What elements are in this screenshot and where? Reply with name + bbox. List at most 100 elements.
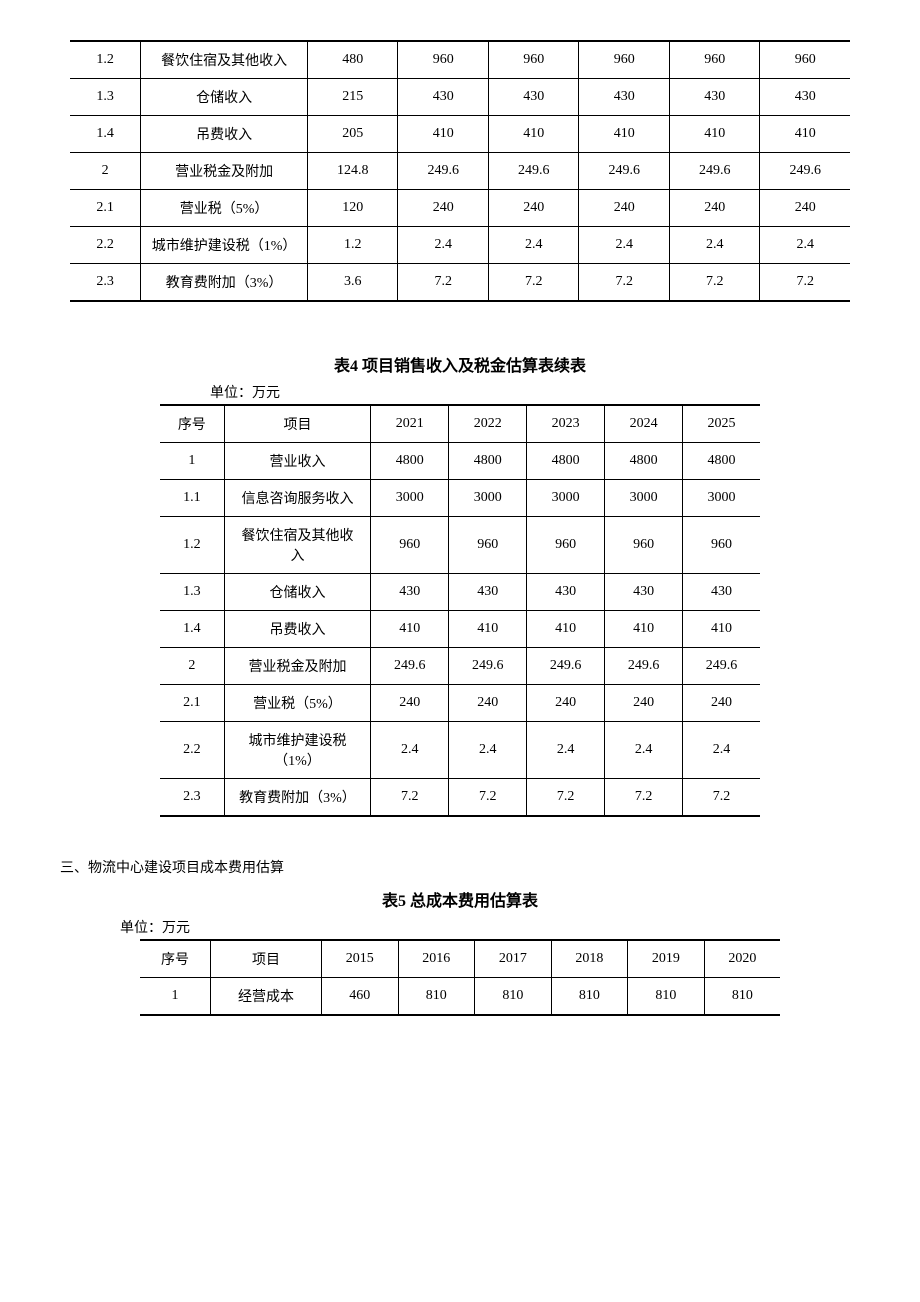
table-1-body: 1.2 餐饮住宿及其他收入 480 960 960 960 960 960 1.…	[70, 41, 850, 301]
cell: 营业收入	[224, 443, 371, 480]
cell: 7.2	[605, 779, 683, 817]
cell: 430	[398, 79, 489, 116]
cell: 249.6	[605, 648, 683, 685]
cell: 240	[669, 190, 760, 227]
header-cell: 2019	[628, 940, 705, 978]
cell: 3000	[605, 480, 683, 517]
cell: 410	[683, 611, 760, 648]
cell: 7.2	[527, 779, 605, 817]
table-row: 1.4 吊费收入 205 410 410 410 410 410	[70, 116, 850, 153]
header-cell: 序号	[160, 405, 224, 443]
cell: 7.2	[683, 779, 760, 817]
cell: 城市维护建设税（1%）	[224, 722, 371, 779]
table-3-caption: 表5 总成本费用估算表	[60, 887, 860, 911]
header-cell: 2022	[449, 405, 527, 443]
cell: 240	[605, 685, 683, 722]
cell: 营业税（5%）	[224, 685, 371, 722]
cell: 410	[579, 116, 670, 153]
cell: 4800	[449, 443, 527, 480]
table-row: 1.2 餐饮住宿及其他收入 960 960 960 960 960	[160, 517, 760, 574]
header-cell: 2025	[683, 405, 760, 443]
cell: 430	[527, 574, 605, 611]
table-row: 1.2 餐饮住宿及其他收入 480 960 960 960 960 960	[70, 41, 850, 79]
cell: 4800	[371, 443, 449, 480]
cell: 410	[449, 611, 527, 648]
cell: 2.2	[70, 227, 141, 264]
cell: 4800	[527, 443, 605, 480]
cell: 249.6	[683, 648, 760, 685]
cell: 城市维护建设税（1%）	[141, 227, 308, 264]
cell: 营业税（5%）	[141, 190, 308, 227]
table-row: 1.3 仓储收入 430 430 430 430 430	[160, 574, 760, 611]
cell: 仓储收入	[141, 79, 308, 116]
header-cell: 2017	[475, 940, 552, 978]
cell: 2.4	[605, 722, 683, 779]
cell: 430	[371, 574, 449, 611]
cell: 249.6	[527, 648, 605, 685]
cell: 810	[704, 978, 780, 1016]
cell: 2.3	[70, 264, 141, 302]
cell: 410	[488, 116, 579, 153]
cell: 2.4	[579, 227, 670, 264]
cell: 4800	[605, 443, 683, 480]
cell: 1.2	[70, 41, 141, 79]
header-cell: 2020	[704, 940, 780, 978]
cell: 240	[371, 685, 449, 722]
cell: 249.6	[579, 153, 670, 190]
cell: 810	[398, 978, 475, 1016]
table-row: 2.1 营业税（5%） 120 240 240 240 240 240	[70, 190, 850, 227]
cell: 1.1	[160, 480, 224, 517]
cell: 营业税金及附加	[224, 648, 371, 685]
cell: 吊费收入	[224, 611, 371, 648]
cell: 410	[669, 116, 760, 153]
cell: 2.4	[669, 227, 760, 264]
table-header-row: 序号 项目 2015 2016 2017 2018 2019 2020	[140, 940, 780, 978]
header-cell: 2021	[371, 405, 449, 443]
cell: 960	[760, 41, 850, 79]
cell: 410	[760, 116, 850, 153]
cell: 960	[669, 41, 760, 79]
cell: 3000	[683, 480, 760, 517]
table-row: 2.1 营业税（5%） 240 240 240 240 240	[160, 685, 760, 722]
cell: 7.2	[669, 264, 760, 302]
cell: 7.2	[488, 264, 579, 302]
cell: 2.4	[527, 722, 605, 779]
cell: 1.3	[70, 79, 141, 116]
section-3-heading: 三、物流中心建设项目成本费用估算	[60, 857, 860, 877]
table-2: 序号 项目 2021 2022 2023 2024 2025 1 营业收入 48…	[160, 404, 760, 817]
cell: 3000	[449, 480, 527, 517]
cell: 7.2	[449, 779, 527, 817]
cell: 430	[488, 79, 579, 116]
cell: 430	[605, 574, 683, 611]
cell: 3000	[527, 480, 605, 517]
cell: 2	[160, 648, 224, 685]
cell: 1	[160, 443, 224, 480]
header-cell: 2015	[322, 940, 399, 978]
cell: 2.4	[683, 722, 760, 779]
header-cell: 2018	[551, 940, 628, 978]
table-3-unit: 单位：万元	[120, 917, 860, 937]
header-cell: 2016	[398, 940, 475, 978]
table-row: 2.3 教育费附加（3%） 7.2 7.2 7.2 7.2 7.2	[160, 779, 760, 817]
cell: 2.4	[449, 722, 527, 779]
header-cell: 项目	[224, 405, 371, 443]
cell: 249.6	[669, 153, 760, 190]
cell: 2.4	[760, 227, 850, 264]
header-cell: 2023	[527, 405, 605, 443]
cell: 249.6	[488, 153, 579, 190]
cell: 120	[307, 190, 398, 227]
cell: 1.4	[160, 611, 224, 648]
cell: 7.2	[371, 779, 449, 817]
table-row: 1.4 吊费收入 410 410 410 410 410	[160, 611, 760, 648]
cell: 410	[398, 116, 489, 153]
cell: 960	[488, 41, 579, 79]
table-row: 1.1 信息咨询服务收入 3000 3000 3000 3000 3000	[160, 480, 760, 517]
cell: 810	[551, 978, 628, 1016]
cell: 124.8	[307, 153, 398, 190]
cell: 249.6	[371, 648, 449, 685]
cell: 810	[475, 978, 552, 1016]
cell: 1.4	[70, 116, 141, 153]
table-row: 2.2 城市维护建设税（1%） 1.2 2.4 2.4 2.4 2.4 2.4	[70, 227, 850, 264]
cell: 7.2	[579, 264, 670, 302]
table-row: 2 营业税金及附加 124.8 249.6 249.6 249.6 249.6 …	[70, 153, 850, 190]
